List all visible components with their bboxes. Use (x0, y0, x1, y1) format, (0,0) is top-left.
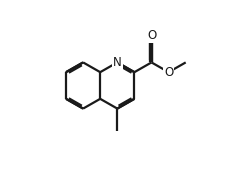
Text: N: N (113, 56, 122, 69)
Text: O: O (147, 29, 156, 42)
Text: O: O (164, 66, 173, 79)
